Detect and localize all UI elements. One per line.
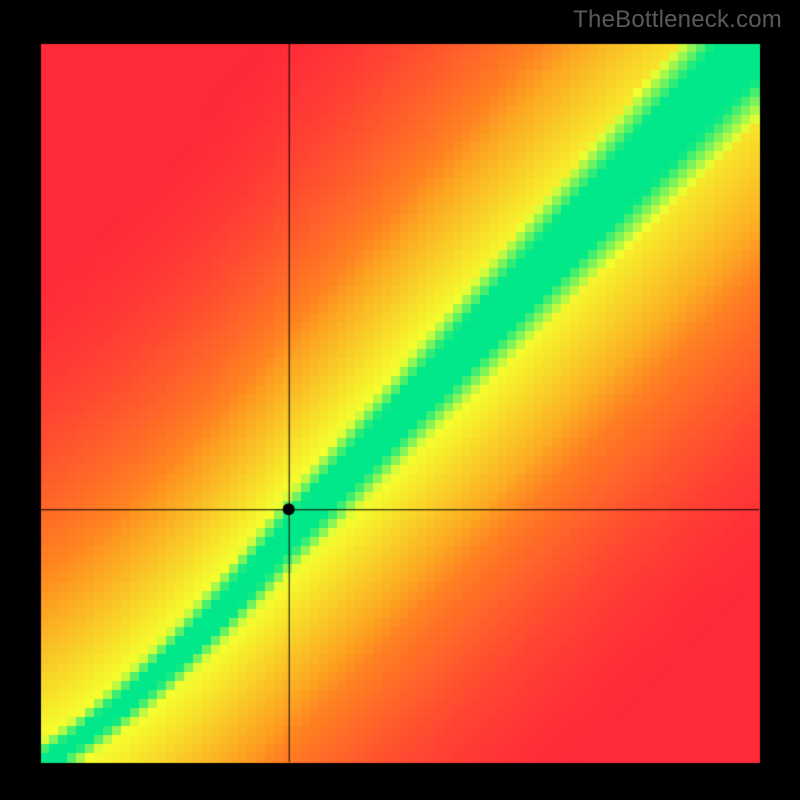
chart-container: { "watermark": { "text": "TheBottleneck.…	[0, 0, 800, 800]
watermark-text: TheBottleneck.com	[573, 6, 782, 34]
bottleneck-heatmap	[0, 0, 800, 800]
